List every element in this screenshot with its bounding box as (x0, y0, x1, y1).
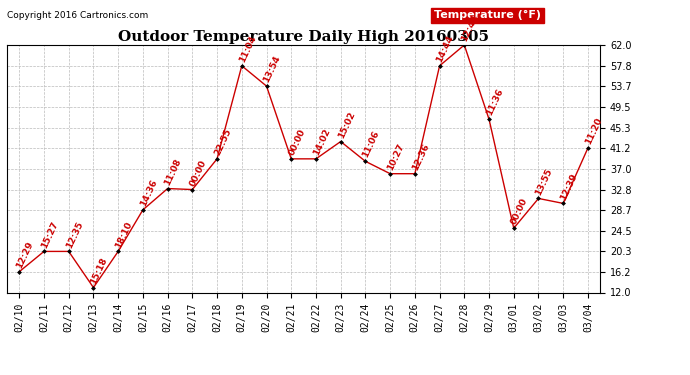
Text: 10:27: 10:27 (386, 142, 406, 172)
Text: 00:00: 00:00 (509, 197, 529, 226)
Text: 14:44: 14:44 (435, 34, 455, 64)
Text: 13:55: 13:55 (534, 167, 554, 196)
Text: 12:29: 12:29 (14, 240, 35, 270)
Text: 11:36: 11:36 (484, 87, 505, 117)
Text: 11:04: 11:04 (237, 34, 257, 64)
Text: 11:20: 11:20 (584, 116, 604, 146)
Text: 22:55: 22:55 (213, 127, 233, 157)
Text: 12:35: 12:35 (64, 220, 84, 249)
Text: 18:10: 18:10 (114, 220, 134, 249)
Text: Copyright 2016 Cartronics.com: Copyright 2016 Cartronics.com (7, 11, 148, 20)
Text: 14:02: 14:02 (311, 127, 332, 157)
Text: 00:00: 00:00 (188, 158, 208, 188)
Text: 00:00: 00:00 (287, 128, 307, 157)
Text: 15:27: 15:27 (39, 220, 60, 249)
Text: 12:36: 12:36 (411, 142, 431, 172)
Text: 15:18: 15:18 (89, 256, 109, 286)
Text: Temperature (°F): Temperature (°F) (434, 10, 541, 20)
Text: 11:08: 11:08 (163, 157, 184, 187)
Text: 13:54: 13:54 (262, 54, 282, 84)
Text: 12:39: 12:39 (559, 171, 579, 201)
Text: 11:06: 11:06 (361, 130, 381, 159)
Text: 15:02: 15:02 (336, 110, 357, 140)
Text: 14:36: 14:36 (139, 178, 159, 208)
Text: 12:44: 12:44 (460, 13, 480, 43)
Title: Outdoor Temperature Daily High 20160305: Outdoor Temperature Daily High 20160305 (118, 30, 489, 44)
